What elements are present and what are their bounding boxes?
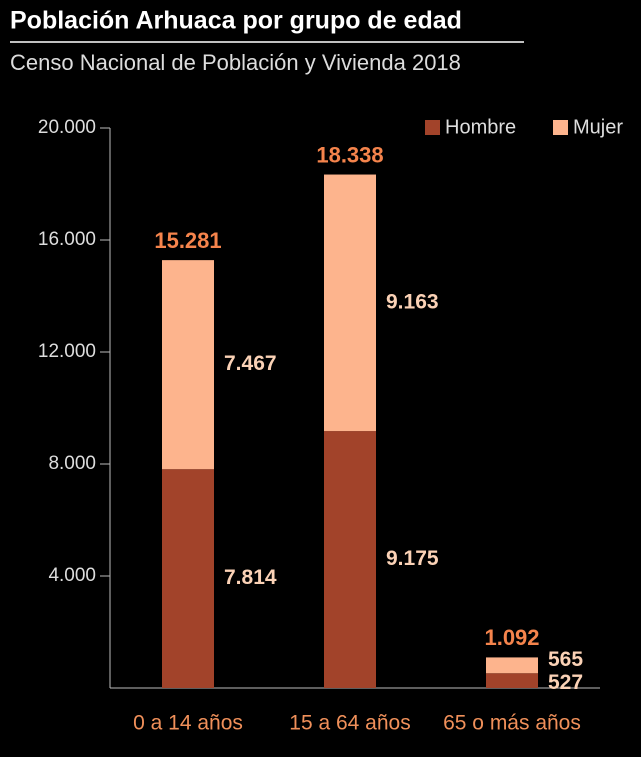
bar-segment — [324, 431, 376, 688]
segment-label: 527 — [548, 671, 583, 694]
segment-label: 7.814 — [224, 566, 277, 589]
bar-segment — [162, 469, 214, 688]
total-label: 15.281 — [154, 228, 221, 253]
segment-label: 9.163 — [386, 290, 439, 313]
segment-label: 7.467 — [224, 352, 277, 375]
bar-segment — [486, 657, 538, 674]
segment-label: 565 — [548, 648, 583, 671]
segment-label: 9.175 — [386, 547, 439, 570]
legend-swatch — [425, 120, 440, 135]
y-tick-label: 8.000 — [48, 453, 96, 474]
y-tick-label: 12.000 — [38, 341, 96, 362]
y-tick-label: 4.000 — [48, 565, 96, 586]
total-label: 1.092 — [484, 625, 539, 650]
total-label: 18.338 — [316, 142, 383, 167]
legend-swatch — [553, 120, 568, 135]
y-tick-label: 20.000 — [38, 117, 96, 138]
legend-label: Mujer — [573, 116, 623, 138]
chart-subtitle: Censo Nacional de Población y Vivienda 2… — [10, 50, 461, 75]
x-tick-label: 15 a 64 años — [289, 712, 410, 735]
bar-segment — [486, 673, 538, 688]
x-tick-label: 0 a 14 años — [133, 712, 243, 735]
y-tick-label: 16.000 — [38, 229, 96, 250]
legend-label: Hombre — [445, 116, 516, 138]
bar-segment — [162, 260, 214, 470]
x-tick-label: 65 o más años — [443, 712, 581, 735]
chart-title: Población Arhuaca por grupo de edad — [10, 7, 462, 35]
bar-segment — [324, 174, 376, 432]
